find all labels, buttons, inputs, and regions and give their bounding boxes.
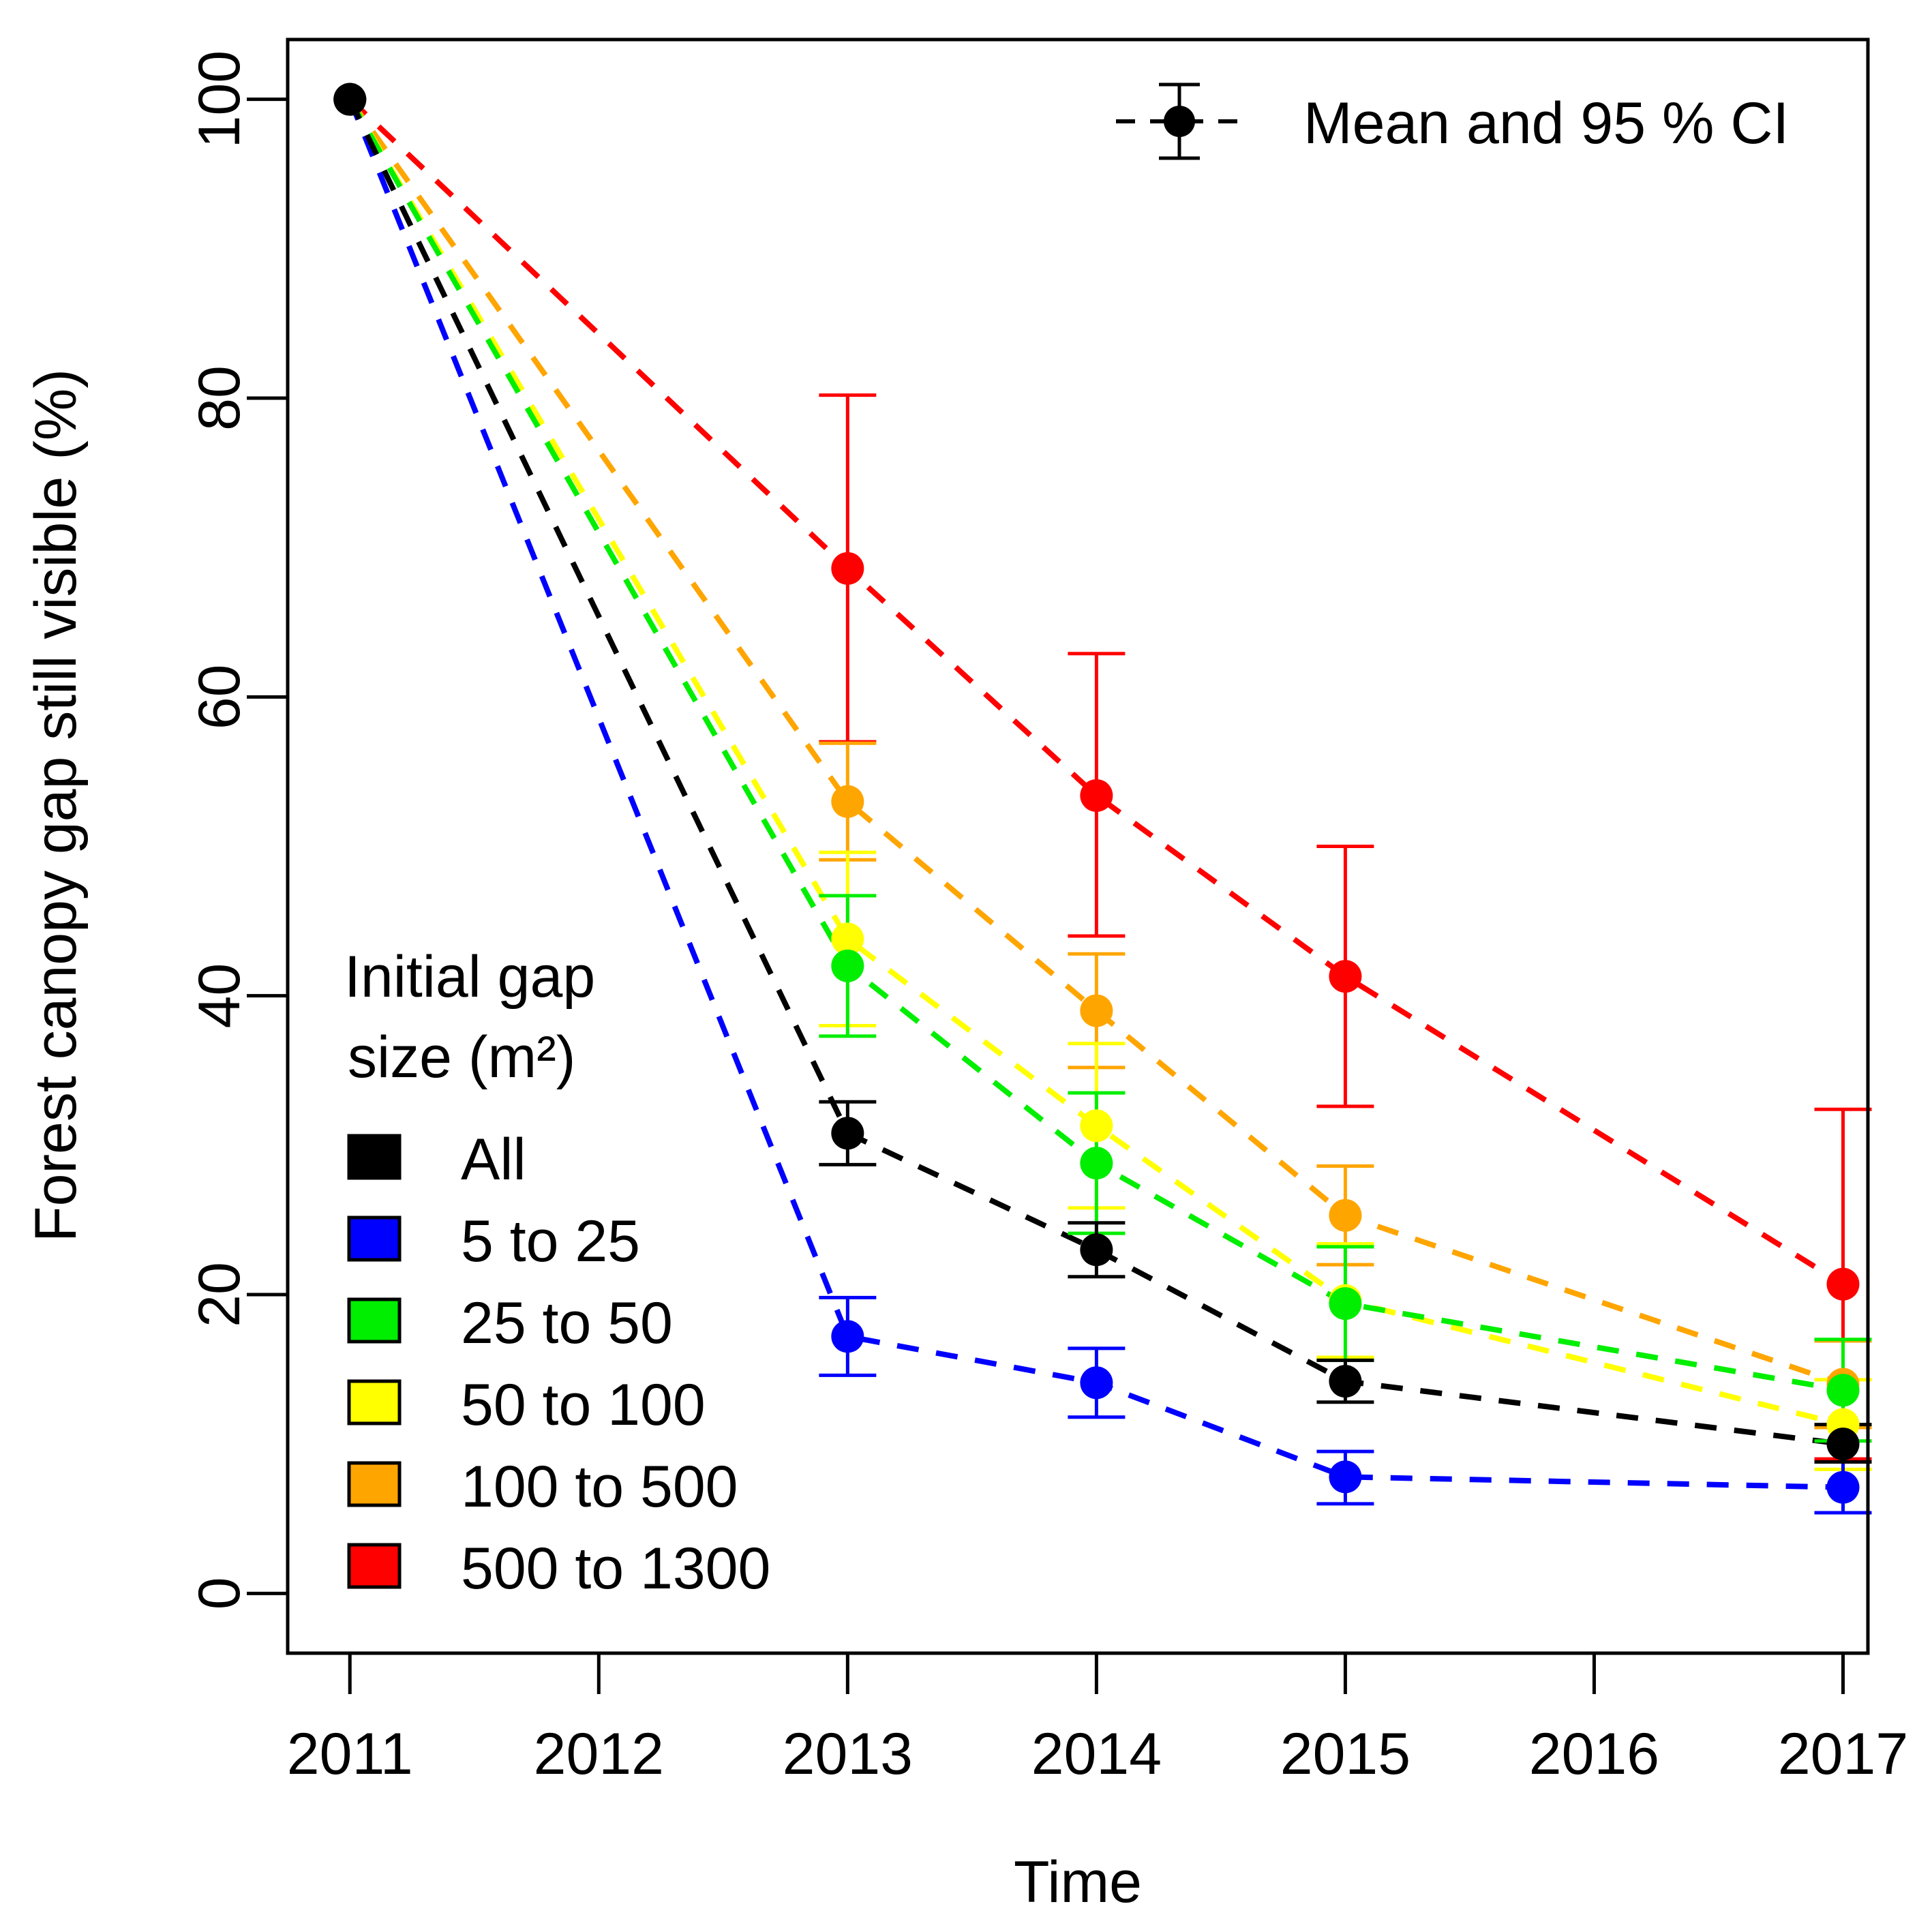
legend-swatch-50-to-100 (347, 1379, 402, 1425)
point-5-to-25-2013 (831, 1320, 864, 1353)
legend: Initial gap size (m²) All 5 to 25 25 to 50… (344, 944, 770, 1601)
point-50-to-100-2014 (1080, 1109, 1113, 1143)
x-axis-title: Time (1014, 1850, 1142, 1915)
point-100-to-500-2014 (1080, 994, 1113, 1027)
point-25-to-50-2015 (1329, 1287, 1362, 1320)
point-All-2011 (333, 82, 367, 116)
x-tick-label-2014: 2014 (1031, 1721, 1162, 1787)
key-point-marker (1164, 106, 1195, 137)
x-tick-label-2013: 2013 (783, 1721, 913, 1787)
legend-title-line1: Initial gap (344, 944, 595, 1010)
point-500-to-1300-2013 (831, 552, 864, 585)
legend-label-50-to-100: 50 to 100 (461, 1372, 706, 1438)
point-25-to-50-2017 (1826, 1374, 1860, 1407)
legend-label-100-to-500: 100 to 500 (461, 1454, 738, 1520)
point-25-to-50-2014 (1080, 1147, 1113, 1180)
point-100-to-500-2013 (831, 785, 864, 818)
y-tick-label-40: 40 (187, 963, 252, 1029)
legend-title-line2: size (m²) (348, 1025, 575, 1090)
series-line-50-to-100 (347, 97, 1844, 1428)
point-All-2013 (831, 1117, 864, 1150)
point-500-to-1300-2014 (1080, 779, 1113, 812)
plot-frame (286, 37, 1870, 1655)
series-line-500-to-1300 (348, 97, 1845, 1287)
point-100-to-500-2015 (1329, 1198, 1362, 1232)
y-axis: 0 20 40 60 80 100 (187, 50, 288, 1610)
x-axis: 2011 2012 2013 2014 2015 2016 2017 (287, 1653, 1908, 1787)
key-label: Mean and 95 % CI (1303, 91, 1789, 156)
point-500-to-1300-2017 (1826, 1267, 1860, 1301)
x-tick-label-2011: 2011 (287, 1721, 413, 1787)
legend-swatch-All (347, 1134, 402, 1180)
legend-label-5-to-25: 5 to 25 (461, 1209, 640, 1274)
legend-entries: All 5 to 25 25 to 50 50 to 100 100 to 500 500… (347, 1127, 770, 1601)
mean-ci-key: Mean and 95 % CI (1116, 82, 1789, 160)
point-500-to-1300-2015 (1329, 960, 1362, 993)
x-tick-label-2015: 2015 (1280, 1721, 1410, 1787)
x-tick-label-2017: 2017 (1778, 1721, 1908, 1787)
point-5-to-25-2014 (1080, 1366, 1113, 1400)
point-All-2015 (1329, 1365, 1362, 1398)
y-axis-title: Forest canopy gap still visible (%) (23, 369, 89, 1242)
point-5-to-25-2015 (1329, 1460, 1362, 1494)
x-tick-label-2012: 2012 (534, 1721, 664, 1787)
legend-swatch-5-to-25 (347, 1216, 402, 1262)
point-All-2017 (1826, 1428, 1860, 1461)
point-25-to-50-2013 (831, 949, 864, 982)
legend-label-500-to-1300: 500 to 1300 (461, 1536, 770, 1601)
legend-label-25-to-50: 25 to 50 (461, 1290, 673, 1356)
legend-swatch-500-to-1300 (347, 1543, 402, 1589)
series-points (333, 82, 1860, 1504)
y-tick-label-0: 0 (187, 1577, 252, 1610)
y-tick-label-20: 20 (187, 1262, 252, 1327)
legend-swatch-25-to-50 (347, 1297, 402, 1344)
series-line-All (347, 97, 1843, 1447)
x-tick-label-2016: 2016 (1529, 1721, 1659, 1787)
point-50-to-100-2013 (831, 922, 864, 956)
y-tick-label-60: 60 (187, 664, 252, 729)
point-All-2014 (1080, 1233, 1113, 1267)
series-line-100-to-500 (347, 97, 1844, 1387)
y-tick-label-100: 100 (187, 50, 252, 149)
point-5-to-25-2017 (1826, 1470, 1860, 1504)
y-tick-label-80: 80 (187, 365, 252, 431)
legend-label-All: All (461, 1127, 526, 1192)
legend-swatch-100-to-500 (347, 1461, 402, 1507)
